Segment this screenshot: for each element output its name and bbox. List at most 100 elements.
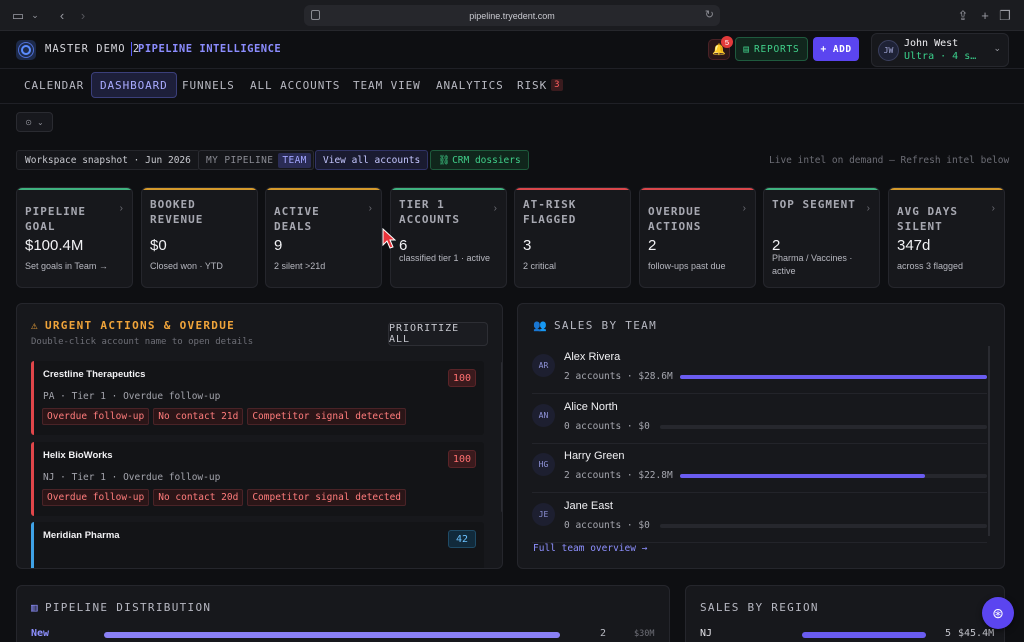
kpi-label: ACTIVE DEALS — [274, 205, 320, 233]
kpi-card-avg-days-silent[interactable]: AVG DAYS SILENT › 347d across 3 flagged — [888, 187, 1005, 288]
avatar: HG — [532, 453, 555, 476]
bell-icon: 🔔 — [712, 44, 726, 56]
kpi-value: 347d — [897, 237, 931, 254]
scrollbar[interactable] — [501, 362, 502, 512]
user-menu[interactable]: JW John West Ultra · 4 s… ⌄ — [871, 33, 1009, 67]
reports-button[interactable]: ▤ REPORTS — [735, 37, 808, 61]
tab-all-accounts[interactable]: ALL ACCOUNTS — [250, 78, 341, 92]
kpi-subtext: across 3 flagged — [897, 261, 964, 271]
revenue-bar-track — [660, 524, 987, 528]
kpi-card-active-deals[interactable]: ACTIVE DEALS › 9 2 silent >21d — [265, 187, 382, 288]
kpi-card-tier-1-accounts[interactable]: TIER 1 ACCOUNTS › 6 classified tier 1 · act… — [390, 187, 507, 288]
chevron-right-icon: › — [368, 203, 372, 214]
team-member-stats: 2 accounts · $22.8M — [564, 470, 673, 481]
stage-bar-track — [104, 632, 560, 638]
kpi-card-pipeline-goal[interactable]: PIPELINE GOAL › $100.4M Set goals in Team → — [16, 187, 133, 288]
back-button[interactable]: ‹ — [59, 8, 65, 23]
account-meta: PA · Tier 1 · Overdue follow-up — [43, 391, 221, 402]
chevron-down-icon[interactable]: ⌄ — [31, 10, 39, 20]
priority-score-badge: 100 — [448, 369, 476, 387]
kpi-card-at-risk-flagged[interactable]: AT-RISK FLAGGED 3 2 critical — [514, 187, 631, 288]
kpi-value: 3 — [523, 237, 532, 254]
team-member-row[interactable]: JE Jane East 0 accounts · $0 — [532, 497, 987, 543]
kpi-label: TOP SEGMENT — [772, 198, 856, 211]
urgent-account-card[interactable]: Crestline Therapeutics 100 PA · Tier 1 · O… — [31, 361, 484, 435]
toggle-my-pipeline[interactable]: MY PIPELINE — [206, 154, 274, 166]
workspace-snapshot-label: Workspace snapshot · Jun 2026 — [16, 150, 200, 170]
filter-dropdown[interactable]: ⊙ ⌄ — [16, 112, 53, 132]
stage-amount: $30M — [634, 629, 655, 639]
kpi-subtext: follow-ups past due — [648, 261, 726, 271]
team-member-row[interactable]: HG Harry Green 2 accounts · $22.8M — [532, 447, 987, 493]
forward-button[interactable]: › — [80, 8, 86, 23]
tab-dashboard[interactable]: DASHBOARD — [91, 72, 177, 98]
new-tab-icon[interactable]: + — [981, 8, 989, 23]
risk-tag: Overdue follow-up — [42, 408, 150, 425]
chevron-right-icon: › — [493, 203, 497, 214]
link-icon: ⛓ — [438, 154, 451, 166]
view-all-accounts-button[interactable]: View all accounts — [315, 150, 429, 170]
region-bar-fill — [802, 632, 926, 638]
tab-overview-icon[interactable]: ❐ — [999, 7, 1011, 23]
address-bar[interactable]: pipeline.tryedent.com ↻ — [304, 5, 720, 26]
chevron-right-icon: › — [866, 203, 870, 214]
tab-team-view[interactable]: TEAM VIEW — [353, 78, 421, 92]
notification-count-badge: 5 — [721, 36, 733, 48]
region-count: 5 — [945, 628, 952, 639]
browser-toolbar: ▭ ⌄ ‹ › pipeline.tryedent.com ↻ ⇪ + ❐ — [0, 0, 1024, 31]
kpi-card-top-segment[interactable]: TOP SEGMENT › 2 Pharma / Vaccines · active — [763, 187, 880, 288]
team-member-name: Alex Rivera — [564, 351, 621, 363]
share-icon[interactable]: ⇪ — [957, 7, 969, 23]
revenue-bar-track — [680, 474, 987, 478]
tab-funnels[interactable]: FUNNELS — [182, 78, 235, 92]
risk-tag: No contact 20d — [153, 489, 244, 506]
team-member-row[interactable]: AR Alex Rivera 2 accounts · $28.6M — [532, 348, 987, 394]
urgent-account-card[interactable]: Meridian Pharma 42 — [31, 522, 484, 568]
reload-icon[interactable]: ↻ — [704, 9, 714, 21]
kpi-accent-bar — [391, 188, 506, 190]
add-button[interactable]: + ADD — [813, 37, 859, 61]
kpi-accent-bar — [515, 188, 630, 190]
avatar: JW — [878, 40, 899, 61]
sales-by-team-title-text: SALES BY TEAM — [554, 319, 657, 332]
team-member-row[interactable]: AN Alice North 0 accounts · $0 — [532, 398, 987, 444]
kpi-card-booked-revenue[interactable]: BOOKED REVENUE $0 Closed won · YTD — [141, 187, 258, 288]
priority-score-badge: 42 — [448, 530, 476, 548]
tab-analytics[interactable]: ANALYTICS — [436, 78, 504, 92]
urgent-actions-title: ⚠ URGENT ACTIONS & OVERDUE — [31, 319, 235, 332]
team-member-stats: 0 accounts · $0 — [564, 520, 650, 531]
kpi-label: PIPELINE GOAL — [25, 205, 86, 233]
kpi-accent-bar — [764, 188, 879, 190]
kpi-value: 2 — [648, 237, 657, 254]
distribution-row[interactable]: New 2 $30M — [17, 628, 669, 640]
account-name[interactable]: Helix BioWorks — [43, 450, 113, 461]
region-row[interactable]: NJ 5 $45.4M — [686, 628, 1004, 640]
revenue-bar-track — [660, 425, 987, 429]
help-button[interactable]: ⊛ — [982, 597, 1014, 629]
prioritize-all-button[interactable]: PRIORITIZE ALL — [388, 322, 488, 346]
scrollbar[interactable] — [988, 346, 990, 536]
full-team-overview-link[interactable]: Full team overview → — [533, 543, 648, 554]
urgent-account-card[interactable]: Helix BioWorks 100 NJ · Tier 1 · Overdue f… — [31, 442, 484, 516]
sales-by-region-title: SALES BY REGION — [700, 601, 819, 614]
kpi-value: 2 — [772, 237, 781, 254]
kpi-label: TIER 1 ACCOUNTS — [399, 198, 460, 226]
account-name[interactable]: Crestline Therapeutics — [43, 369, 146, 380]
reports-label: REPORTS — [753, 43, 800, 55]
account-name[interactable]: Meridian Pharma — [43, 530, 120, 541]
account-tags: Overdue follow-up No contact 20d Competito… — [42, 489, 407, 506]
risk-tag: Competitor signal detected — [247, 408, 407, 425]
chevron-right-icon: › — [742, 203, 746, 214]
logo-icon — [16, 40, 36, 60]
warning-icon: ⚠ — [31, 319, 39, 332]
sales-by-region-panel: SALES BY REGION NJ 5 $45.4M — [685, 585, 1005, 642]
urgent-actions-title-text: URGENT ACTIONS & OVERDUE — [44, 319, 236, 332]
sidebar-toggle-icon[interactable]: ▭ — [11, 7, 25, 23]
kpi-card-overdue-actions[interactable]: OVERDUE ACTIONS › 2 follow-ups past due — [639, 187, 756, 288]
tab-calendar[interactable]: CALENDAR — [24, 78, 85, 92]
tab-risk[interactable]: RISK 3 — [517, 72, 564, 98]
crm-dossiers-button[interactable]: ⛓ CRM dossiers — [430, 150, 529, 170]
chevron-right-icon: › — [991, 203, 995, 214]
kpi-accent-bar — [889, 188, 1004, 190]
toggle-team[interactable]: TEAM — [278, 152, 311, 168]
